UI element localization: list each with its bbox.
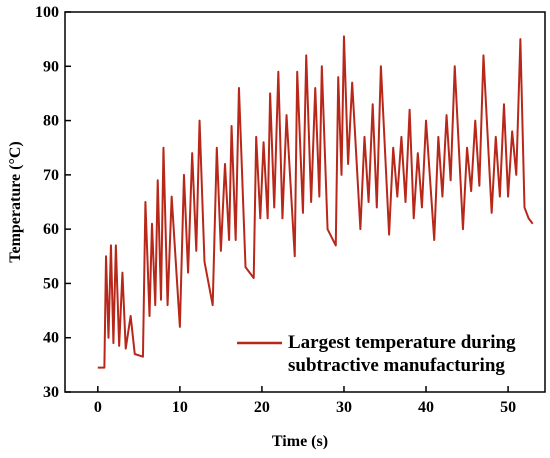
x-tick-label: 30	[336, 399, 352, 416]
x-axis-label: Time (s)	[272, 433, 328, 450]
y-tick-label: 60	[43, 221, 59, 238]
x-tick-label: 10	[172, 399, 188, 416]
legend-label: Largest temperature during subtractive m…	[288, 332, 516, 376]
y-tick-label: 90	[43, 58, 59, 75]
y-tick-label: 80	[43, 113, 59, 130]
y-tick-label: 40	[43, 330, 59, 347]
x-tick-label: 50	[500, 399, 516, 416]
x-tick-label: 40	[418, 399, 434, 416]
y-tick-label: 100	[35, 4, 59, 21]
y-tick-label: 30	[43, 384, 59, 401]
data-line	[97, 35, 534, 369]
x-tick-label: 20	[254, 399, 270, 416]
y-axis-label: Temperature (°C)	[7, 141, 24, 262]
y-tick-label: 70	[43, 167, 59, 184]
y-tick-label: 50	[43, 275, 59, 292]
plot-frame	[64, 11, 546, 393]
x-tick-label: 0	[94, 399, 102, 416]
